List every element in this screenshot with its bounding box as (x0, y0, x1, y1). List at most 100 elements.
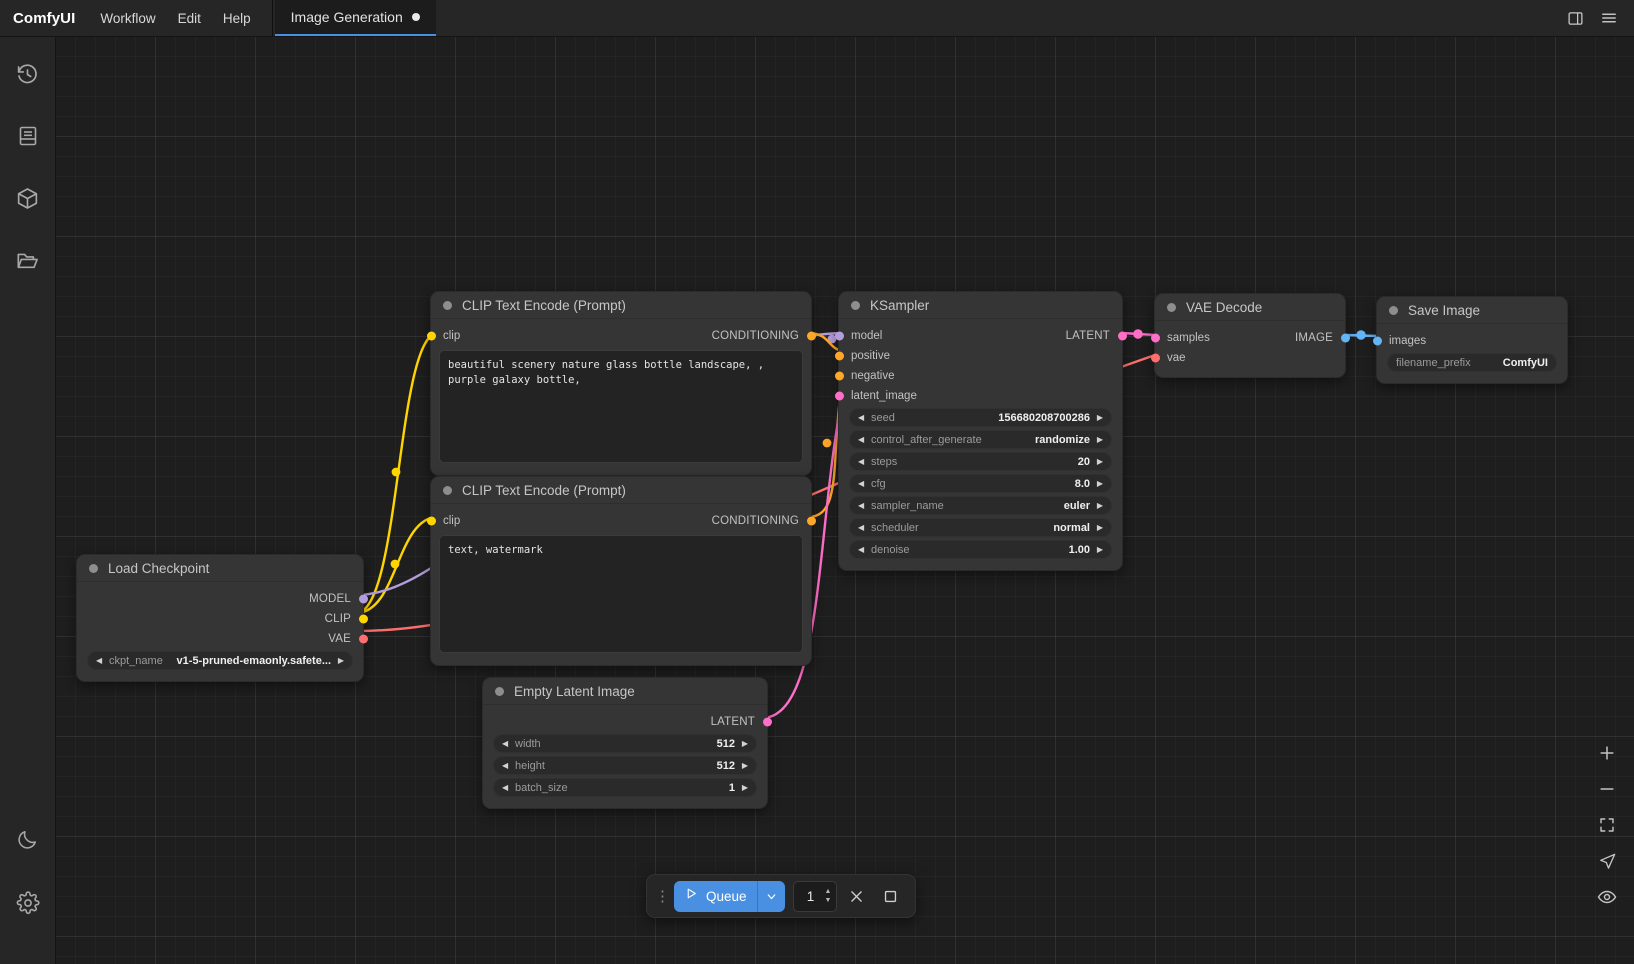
decrement-arrow-icon[interactable]: ◀ (502, 782, 509, 792)
widget-steps[interactable]: ◀ steps 20 ▶ (849, 452, 1112, 471)
zoom-in-icon[interactable] (1592, 738, 1622, 768)
node-ksampler[interactable]: KSampler model LATENT positive negative (834, 291, 1127, 571)
node-collapse-dot[interactable] (443, 485, 452, 495)
node-header[interactable]: KSampler (839, 292, 1122, 319)
decrement-arrow-icon[interactable]: ◀ (858, 456, 865, 466)
increment-arrow-icon[interactable]: ▶ (741, 738, 748, 748)
increment-arrow-icon[interactable]: ▶ (1096, 434, 1103, 444)
drag-handle-icon[interactable]: ⋮ (655, 888, 670, 905)
prompt-textarea[interactable]: text, watermark (439, 535, 803, 653)
widget-width[interactable]: ◀ width 512 ▶ (493, 734, 757, 753)
menu-help[interactable]: Help (222, 10, 251, 26)
node-clip-text-encode-negative[interactable]: CLIP Text Encode (Prompt) clip CONDITION… (426, 476, 816, 666)
node-collapse-dot[interactable] (851, 300, 860, 310)
book-icon[interactable] (7, 113, 49, 159)
port-latent-image-input[interactable] (834, 391, 844, 401)
workflow-canvas[interactable]: CLIP Text Encode (Prompt) clip CONDITION… (56, 37, 1634, 964)
port-latent-output[interactable] (1117, 331, 1127, 341)
decrement-arrow-icon[interactable]: ◀ (502, 738, 509, 748)
port-clip-output[interactable] (358, 614, 368, 624)
increment-arrow-icon[interactable]: ▶ (1096, 522, 1103, 532)
decrement-arrow-icon[interactable]: ◀ (858, 478, 865, 488)
port-conditioning-output[interactable] (806, 331, 816, 341)
history-clock-icon[interactable] (7, 51, 49, 97)
zoom-out-icon[interactable] (1592, 774, 1622, 804)
decrement-arrow-icon[interactable]: ◀ (502, 760, 509, 770)
port-negative-input[interactable] (834, 371, 844, 381)
batch-count-stepper[interactable]: ▲ ▼ (822, 887, 835, 905)
queue-dropdown-icon[interactable] (756, 880, 785, 912)
widget-cfg[interactable]: ◀ cfg 8.0 ▶ (849, 474, 1112, 493)
increment-arrow-icon[interactable]: ▶ (741, 760, 748, 770)
node-clip-text-encode-positive[interactable]: CLIP Text Encode (Prompt) clip CONDITION… (426, 291, 816, 476)
port-images-input[interactable] (1372, 336, 1382, 346)
decrement-arrow-icon[interactable]: ◀ (858, 500, 865, 510)
port-image-output[interactable] (1340, 333, 1350, 343)
hamburger-menu-icon[interactable] (1594, 3, 1624, 33)
port-vae-input[interactable] (1150, 353, 1160, 363)
port-clip-input[interactable] (426, 516, 436, 526)
node-header[interactable]: VAE Decode (1155, 294, 1345, 321)
decrement-arrow-icon[interactable]: ◀ (858, 412, 865, 422)
port-positive-input[interactable] (834, 351, 844, 361)
stepper-down-icon[interactable]: ▼ (824, 897, 832, 904)
batch-count-input[interactable]: 1 ▲ ▼ (792, 880, 838, 912)
widget-batch-size[interactable]: ◀ batch_size 1 ▶ (493, 778, 757, 797)
cursor-icon[interactable] (1592, 846, 1622, 876)
folder-open-icon[interactable] (7, 237, 49, 283)
fit-view-icon[interactable] (1592, 810, 1622, 840)
eye-icon[interactable] (1592, 882, 1622, 912)
decrement-arrow-icon[interactable]: ◀ (96, 655, 103, 665)
gear-icon[interactable] (7, 880, 49, 926)
cancel-icon[interactable] (841, 881, 871, 911)
prompt-textarea[interactable]: beautiful scenery nature glass bottle la… (439, 350, 803, 463)
node-empty-latent-image[interactable]: Empty Latent Image LATENT ◀ width 512 ▶ … (482, 677, 772, 809)
widget-scheduler[interactable]: ◀ scheduler normal ▶ (849, 518, 1112, 537)
widget-filename-prefix[interactable]: filename_prefix ComfyUI (1387, 353, 1557, 372)
widget-seed[interactable]: ◀ seed 156680208700286 ▶ (849, 408, 1112, 427)
moon-icon[interactable] (7, 816, 49, 862)
node-collapse-dot[interactable] (443, 300, 452, 310)
tab-image-generation[interactable]: Image Generation (274, 0, 436, 36)
node-header[interactable]: Load Checkpoint (77, 555, 363, 582)
port-model-output[interactable] (358, 594, 368, 604)
decrement-arrow-icon[interactable]: ◀ (858, 434, 865, 444)
increment-arrow-icon[interactable]: ▶ (741, 782, 748, 792)
increment-arrow-icon[interactable]: ▶ (1096, 456, 1103, 466)
node-collapse-dot[interactable] (89, 563, 98, 573)
queue-button[interactable]: Queue (674, 880, 757, 912)
port-latent-output[interactable] (762, 717, 772, 727)
node-collapse-dot[interactable] (495, 686, 504, 696)
increment-arrow-icon[interactable]: ▶ (1096, 544, 1103, 554)
panel-toggle-icon[interactable] (1560, 3, 1590, 33)
port-samples-input[interactable] (1150, 333, 1160, 343)
node-header[interactable]: Empty Latent Image (483, 678, 767, 705)
stop-icon[interactable] (875, 881, 905, 911)
port-vae-output[interactable] (358, 634, 368, 644)
port-conditioning-output[interactable] (806, 516, 816, 526)
decrement-arrow-icon[interactable]: ◀ (858, 522, 865, 532)
increment-arrow-icon[interactable]: ▶ (1096, 412, 1103, 422)
node-header[interactable]: Save Image (1377, 297, 1567, 324)
node-header[interactable]: CLIP Text Encode (Prompt) (431, 292, 811, 319)
node-header[interactable]: CLIP Text Encode (Prompt) (431, 477, 811, 504)
node-collapse-dot[interactable] (1389, 305, 1398, 315)
stepper-up-icon[interactable]: ▲ (824, 888, 832, 895)
widget-height[interactable]: ◀ height 512 ▶ (493, 756, 757, 775)
cube-icon[interactable] (7, 175, 49, 221)
widget-ckpt-name[interactable]: ◀ ckpt_name v1-5-pruned-emaonly.safete..… (87, 651, 353, 670)
node-collapse-dot[interactable] (1167, 302, 1176, 312)
port-model-input[interactable] (834, 331, 844, 341)
menu-workflow[interactable]: Workflow (100, 10, 156, 26)
node-vae-decode[interactable]: VAE Decode samples IMAGE vae (1150, 293, 1350, 378)
widget-control-after-generate[interactable]: ◀ control_after_generate randomize ▶ (849, 430, 1112, 449)
decrement-arrow-icon[interactable]: ◀ (858, 544, 865, 554)
widget-denoise[interactable]: ◀ denoise 1.00 ▶ (849, 540, 1112, 559)
node-save-image[interactable]: Save Image images filename_prefix ComfyU… (1372, 296, 1568, 384)
port-clip-input[interactable] (426, 331, 436, 341)
widget-sampler-name[interactable]: ◀ sampler_name euler ▶ (849, 496, 1112, 515)
increment-arrow-icon[interactable]: ▶ (1096, 478, 1103, 488)
node-load-checkpoint[interactable]: Load Checkpoint MODEL CLIP VAE ◀ ckpt_na (76, 554, 368, 682)
menu-edit[interactable]: Edit (177, 10, 201, 26)
increment-arrow-icon[interactable]: ▶ (1096, 500, 1103, 510)
